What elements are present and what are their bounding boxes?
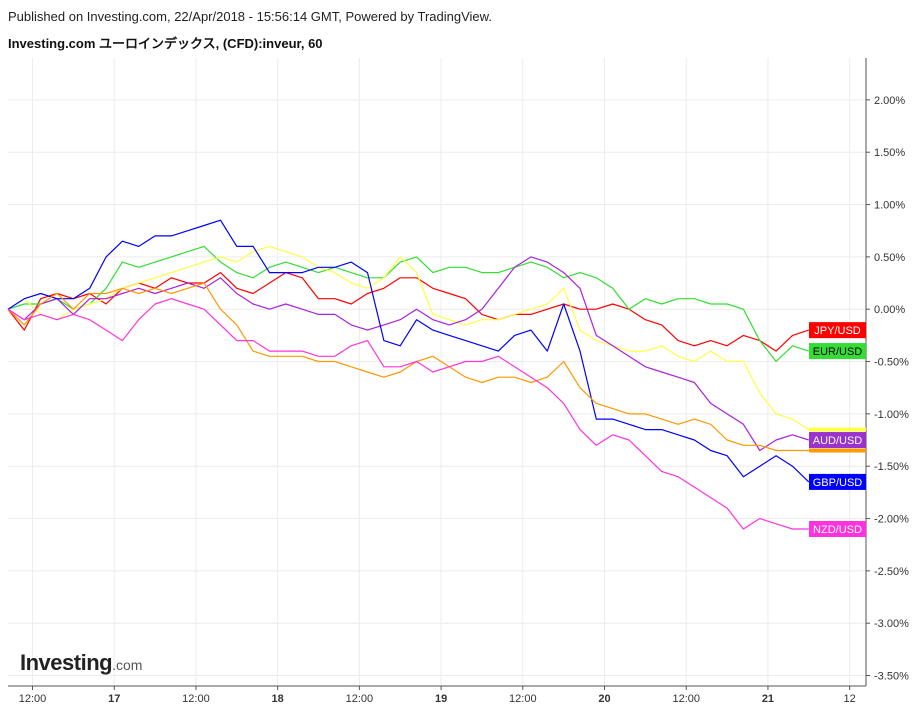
logo-suffix: .com (112, 657, 143, 673)
x-tick-label: 18 (272, 693, 284, 705)
series-line-gbp-usd (7, 219, 810, 483)
axes: 2.00% 1.50% 1.00% 0.50% 0.00% -0.50% -1.00% -1.… (8, 58, 909, 705)
series-end-label: AUD/USD (813, 435, 863, 447)
series-line-eur-usd (7, 245, 809, 363)
series-end-label-box (809, 432, 866, 449)
series-end-label: GBP/USD (813, 477, 863, 489)
x-tick-label: 12:00 (346, 693, 374, 705)
x-tick-label: 12:00 (19, 693, 47, 705)
y-tick-label: -0.50% (874, 357, 909, 369)
series-end-marker (809, 448, 866, 453)
series-end-marker (809, 427, 866, 432)
series-line-unlabeled-5 (7, 282, 809, 452)
y-tick-label: 1.00% (874, 200, 905, 212)
y-tick-label: 1.50% (874, 147, 905, 159)
x-tick-label: 12 (844, 693, 856, 705)
y-tick-label: -2.00% (874, 514, 909, 526)
y-tick-label: -3.50% (874, 671, 909, 683)
y-tick-label: -1.50% (874, 461, 909, 473)
y-tick-label: -3.00% (874, 618, 909, 630)
y-tick-label: -2.50% (874, 566, 909, 578)
x-tick-label: 20 (598, 693, 610, 705)
series-end-label: NZD/USD (813, 524, 862, 536)
series-lines (7, 219, 810, 530)
series-end-labels: JPY/USD EUR/USD AUD/USD GBP/USD NZD/USD (809, 322, 866, 537)
grid-lines (8, 58, 866, 686)
series-end-label: JPY/USD (814, 325, 861, 337)
series-line-nzd-usd (7, 298, 809, 530)
y-tick-label: 0.50% (874, 252, 905, 264)
x-tick-label: 12:00 (509, 693, 537, 705)
x-tick-label: 17 (108, 693, 120, 705)
series-line-unlabeled-2 (7, 245, 810, 431)
series-end-label: EUR/USD (813, 346, 863, 358)
logo-brand: Investing (20, 650, 113, 675)
series-line-aud-usd (7, 256, 809, 452)
published-credit: Published on Investing.com, 22/Apr/2018 … (8, 9, 492, 24)
series-end-label-box (809, 322, 866, 339)
y-tick-label: -1.00% (874, 409, 909, 421)
chart-title: Investing.com ユーロインデックス, (CFD):inveur, 6… (8, 36, 323, 51)
x-tick-label: 21 (762, 693, 774, 705)
x-tick-label: 12:00 (672, 693, 700, 705)
series-end-label-box (809, 521, 866, 537)
y-tick-label: 2.00% (874, 95, 905, 107)
series-end-label-box (809, 473, 866, 490)
y-tick-label: 0.00% (874, 304, 905, 316)
series-line-jpy-usd (7, 272, 809, 352)
x-tick-label: 19 (435, 693, 447, 705)
investing-logo: Investing.com (20, 650, 142, 676)
x-tick-label: 12:00 (182, 693, 210, 705)
series-end-label-box (809, 343, 866, 360)
